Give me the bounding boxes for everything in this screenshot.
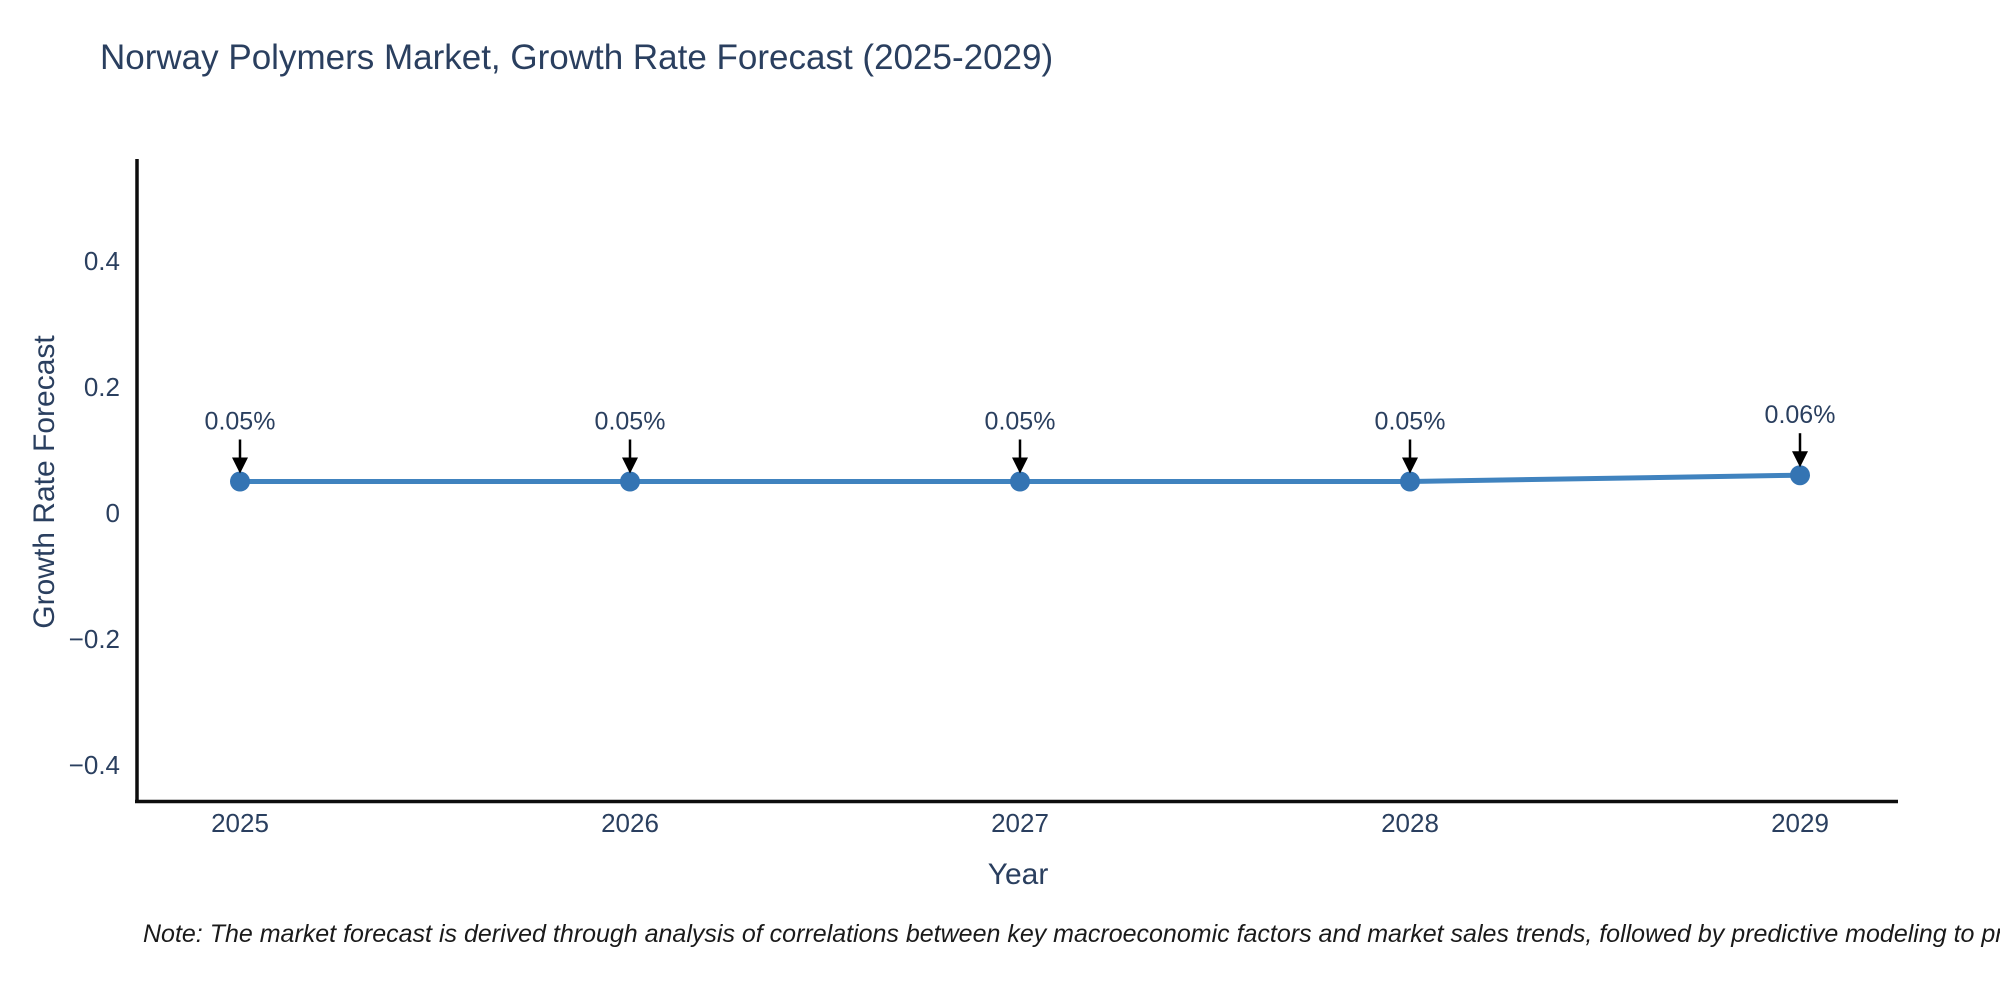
annotation-arrowhead <box>1792 451 1808 468</box>
footnote: Note: The market forecast is derived thr… <box>143 920 2000 948</box>
x-axis-title: Year <box>987 858 1049 891</box>
x-tick-label: 2025 <box>211 808 269 838</box>
annotation-label: 0.05% <box>205 408 276 436</box>
data-point[interactable] <box>1790 465 1810 486</box>
data-point[interactable] <box>620 471 640 492</box>
x-tick-label: 2026 <box>601 808 659 838</box>
data-point[interactable] <box>1400 471 1420 492</box>
annotation-label: 0.06% <box>1765 401 1836 429</box>
y-tick-label: −0.4 <box>69 750 120 780</box>
y-tick-label: 0.2 <box>84 372 120 402</box>
y-tick-label: 0 <box>106 498 120 528</box>
annotation-label: 0.05% <box>595 408 666 436</box>
x-tick-label: 2028 <box>1381 808 1439 838</box>
x-tick-label: 2027 <box>991 808 1049 838</box>
data-point[interactable] <box>230 471 250 492</box>
data-point[interactable] <box>1010 471 1030 492</box>
annotation-arrowhead <box>1402 457 1418 474</box>
x-tick-label: 2029 <box>1771 808 1829 838</box>
annotation-arrowhead <box>1012 457 1028 474</box>
annotation-label: 0.05% <box>1375 408 1446 436</box>
y-tick-label: −0.2 <box>69 624 120 654</box>
annotation-arrowhead <box>232 457 248 474</box>
chart-title: Norway Polymers Market, Growth Rate Fore… <box>100 38 1054 77</box>
annotation-arrowhead <box>622 457 638 474</box>
y-tick-label: 0.4 <box>84 246 120 276</box>
annotation-label: 0.05% <box>985 408 1056 436</box>
